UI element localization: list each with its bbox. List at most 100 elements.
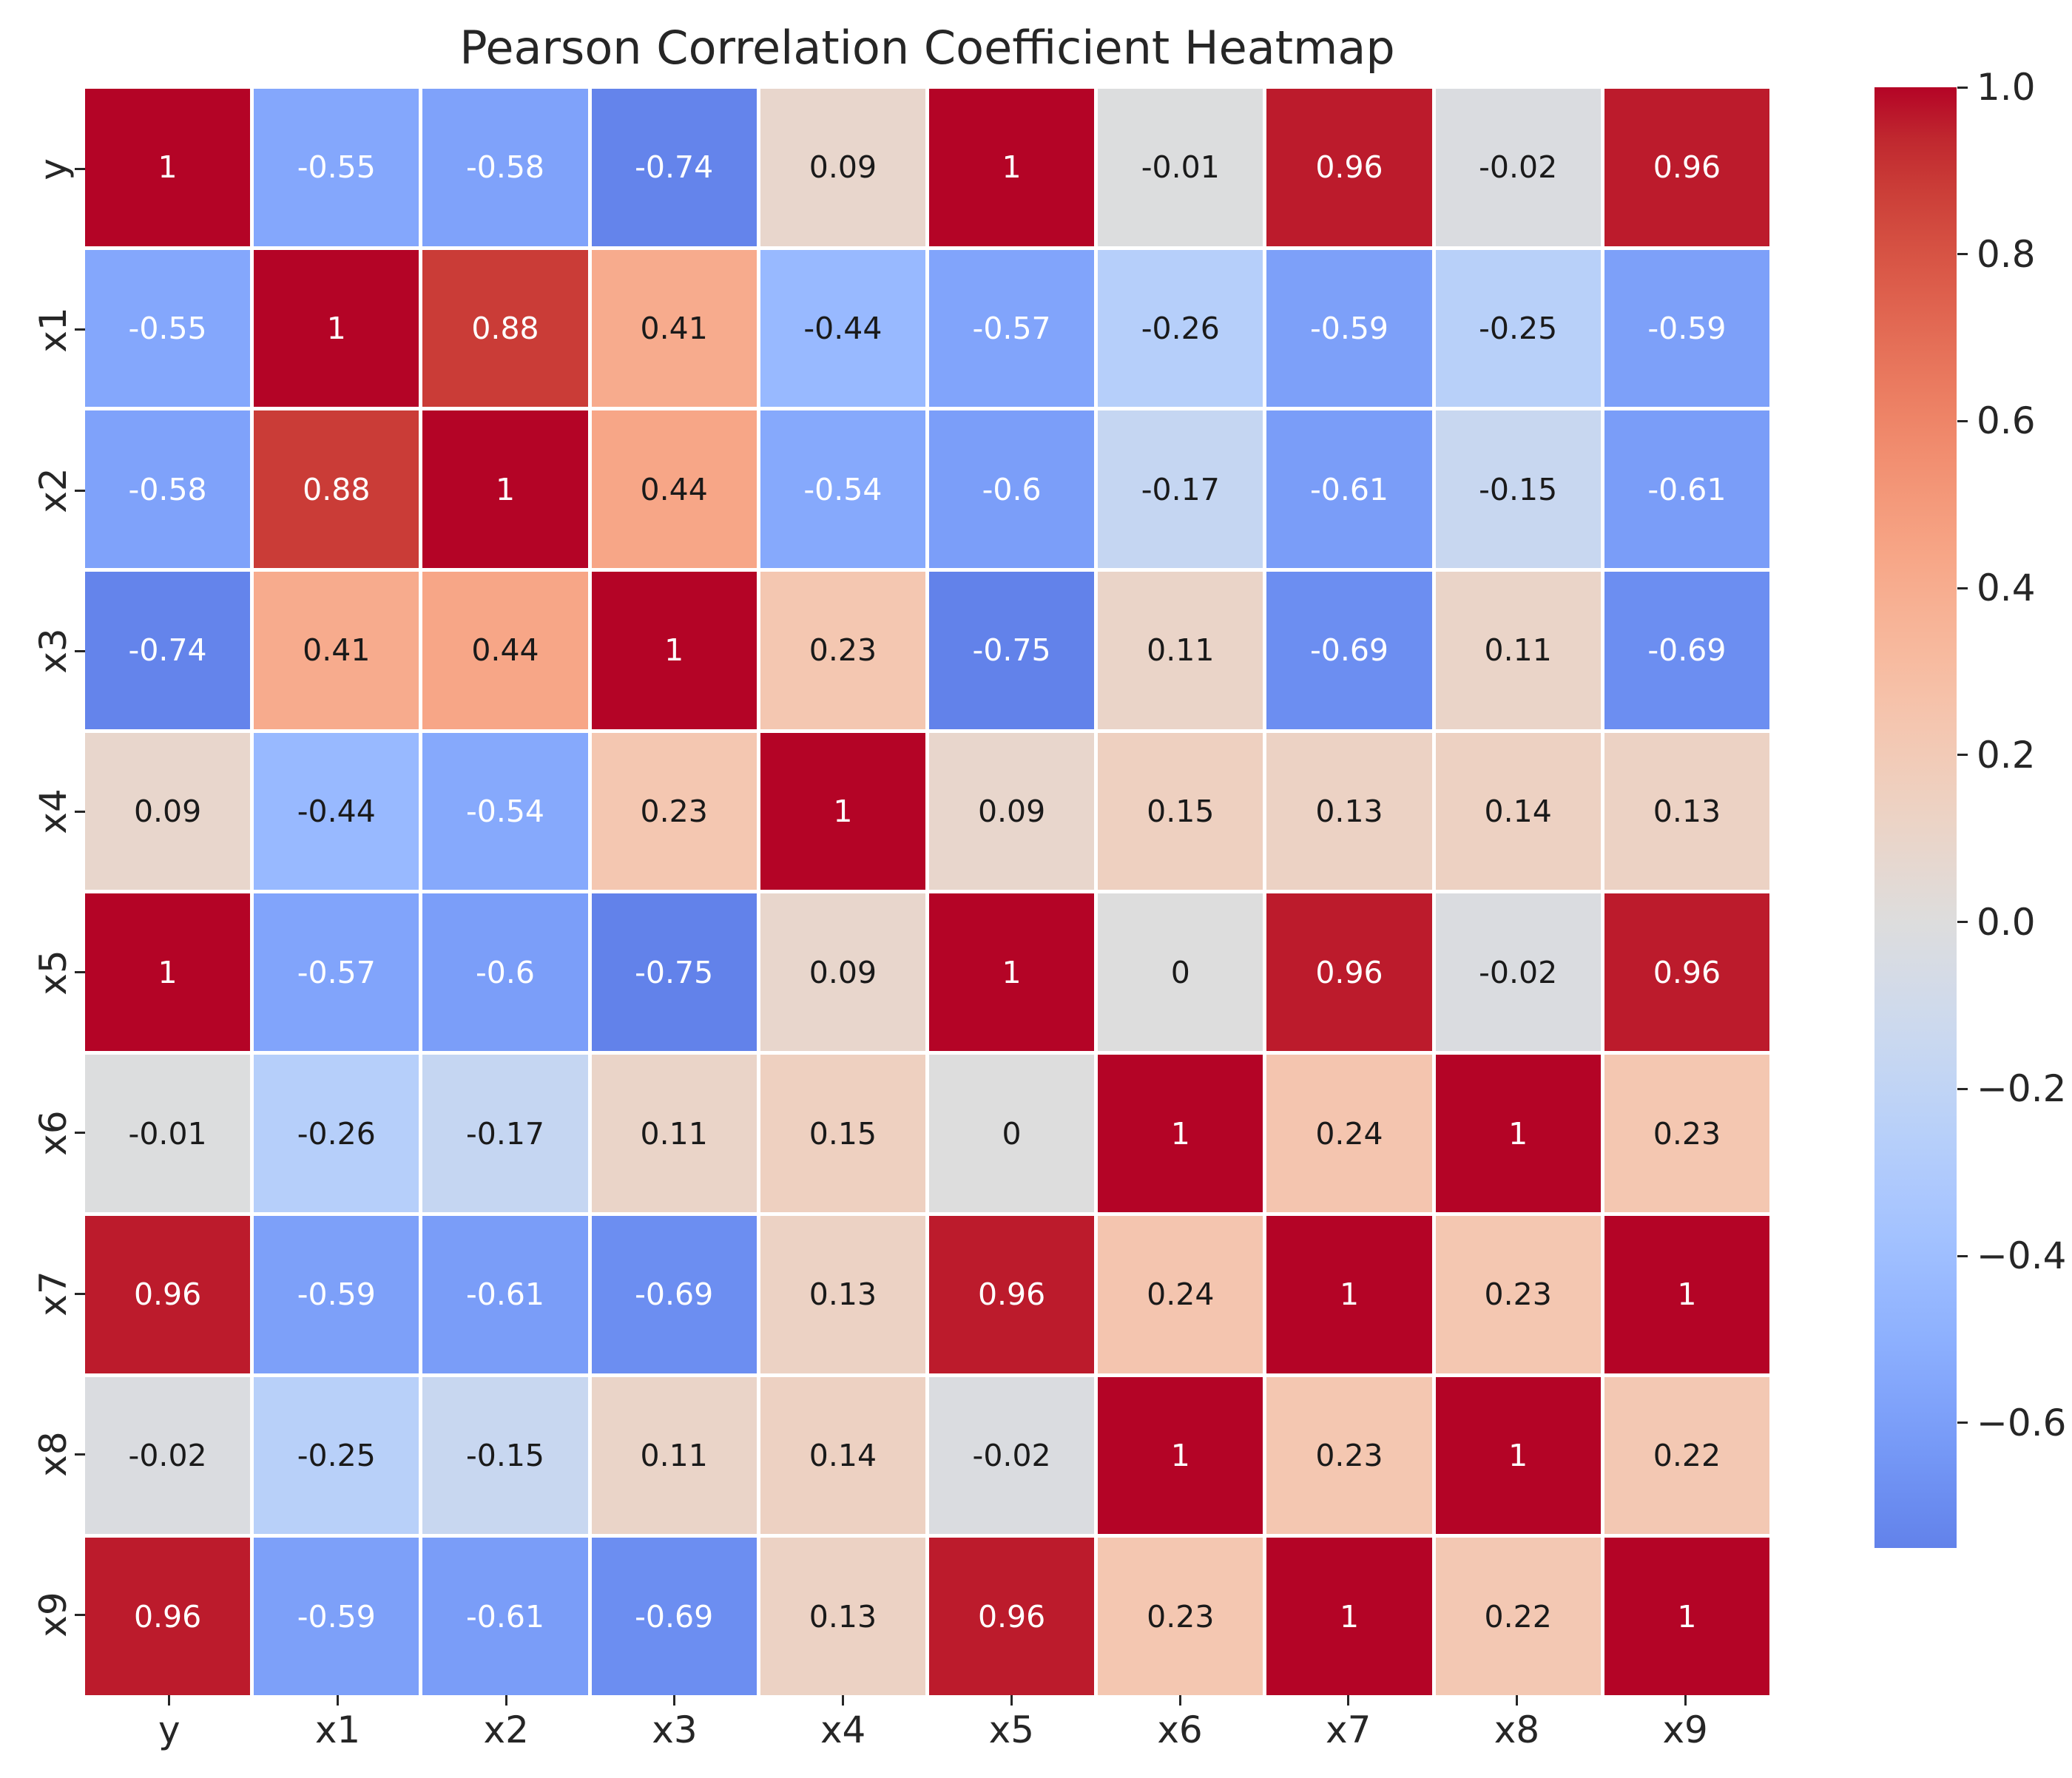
y-tick-label-x3: x3 [32, 628, 75, 674]
y-tick-label-x5: x5 [32, 949, 75, 996]
cell-value: 0.15 [809, 1115, 877, 1152]
cell-value: 0.96 [1653, 149, 1721, 186]
heatmap-cell-x2-x4: -0.54 [760, 410, 925, 569]
heatmap-cell-x1-x6: -0.26 [1098, 249, 1263, 408]
y-tick-label-x7: x7 [32, 1271, 75, 1316]
heatmap-cell-x3-x5: -0.75 [928, 572, 1095, 729]
cell-value: 0.88 [303, 471, 371, 507]
heatmap-cell-x9-x7: 1 [1266, 1538, 1432, 1695]
heatmap-cell-y-x6: -0.01 [1098, 89, 1263, 246]
heatmap-cell-x4-x6: 0.15 [1098, 732, 1263, 890]
cell-value: 0.13 [1653, 794, 1721, 830]
heatmap-cell-x2-x7: -0.61 [1266, 410, 1432, 569]
cell-value: 0.88 [471, 311, 539, 347]
y-tick-label-x4: x4 [32, 788, 75, 835]
heatmap-cell-x4-x5: 0.09 [928, 732, 1095, 890]
x-tick-label-x7: x7 [1326, 1708, 1371, 1751]
colorbar-tick-label-−0.6: −0.6 [1977, 1401, 2067, 1444]
heatmap-cell-x6-x7: 0.24 [1266, 1055, 1432, 1212]
cell-value: 0.23 [1315, 1437, 1383, 1473]
heatmap-cell-x7-x2: -0.61 [422, 1215, 588, 1373]
colorbar-tick-label-0.8: 0.8 [1977, 232, 2036, 276]
cell-value: 1 [1170, 1115, 1190, 1152]
heatmap-cell-x6-x1: -0.26 [254, 1055, 419, 1212]
cell-value: 0.44 [471, 632, 539, 669]
cell-value: 0.22 [1653, 1437, 1721, 1473]
y-tick-label-x2: x2 [32, 467, 75, 513]
chart-title: Pearson Correlation Coefficient Heatmap [459, 21, 1395, 75]
cell-value: -0.69 [635, 1598, 714, 1635]
heatmap-cell-x1-x7: -0.59 [1266, 249, 1432, 408]
x-axis-tick [168, 1695, 171, 1706]
cell-value: 1 [1339, 1598, 1360, 1635]
heatmap-cell-x4-x2: -0.54 [422, 732, 588, 890]
heatmap-cell-x5-x6: 0 [1098, 893, 1263, 1052]
cell-value: -0.74 [635, 149, 714, 186]
heatmap-cell-y-x8: -0.02 [1435, 89, 1601, 246]
heatmap-cell-x7-x4: 0.13 [760, 1215, 925, 1373]
heatmap-cell-x6-x5: 0 [928, 1055, 1095, 1212]
cell-value: -0.59 [297, 1598, 376, 1635]
heatmap-cell-x4-x1: -0.44 [254, 732, 419, 890]
heatmap-cell-y-x5: 1 [928, 89, 1095, 246]
heatmap-cell-x7-x5: 0.96 [928, 1215, 1095, 1373]
cell-value: -0.17 [1141, 471, 1220, 507]
heatmap-cell-x5-x4: 0.09 [760, 893, 925, 1052]
cell-value: 0.23 [1147, 1598, 1215, 1635]
heatmap-cell-x1-x1: 1 [254, 249, 419, 408]
heatmap-cell-x9-x9: 1 [1604, 1538, 1769, 1695]
cell-value: 0.23 [1484, 1277, 1552, 1313]
heatmap-cell-x8-x6: 1 [1098, 1376, 1263, 1535]
x-tick-label-y: y [158, 1708, 180, 1751]
cell-value: 0.24 [1315, 1115, 1383, 1152]
cell-value: -0.57 [972, 311, 1051, 347]
cell-value: 0.13 [809, 1277, 877, 1313]
heatmap-cell-x3-x4: 0.23 [760, 572, 925, 729]
heatmap-cell-x9-y: 0.96 [85, 1538, 251, 1695]
cell-value: 0.13 [1315, 794, 1383, 830]
cell-value: 0.41 [303, 632, 371, 669]
x-axis-tick [673, 1695, 676, 1706]
heatmap-cell-x8-x4: 0.14 [760, 1376, 925, 1535]
heatmap-cell-x3-x8: 0.11 [1435, 572, 1601, 729]
colorbar-tick [1957, 253, 1968, 256]
cell-value: -0.61 [1309, 471, 1389, 507]
cell-value: -0.01 [128, 1115, 207, 1152]
cell-value: 1 [1170, 1437, 1190, 1473]
heatmap-cell-x6-y: -0.01 [85, 1055, 251, 1212]
heatmap-cell-x2-y: -0.58 [85, 410, 251, 569]
heatmap-cell-x7-x6: 0.24 [1098, 1215, 1263, 1373]
cell-value: 1 [1002, 149, 1022, 186]
x-tick-label-x5: x5 [988, 1708, 1035, 1751]
cell-value: -0.58 [465, 149, 545, 186]
colorbar-tick-label-−0.2: −0.2 [1977, 1067, 2067, 1111]
cell-value: -0.02 [1479, 149, 1558, 186]
heatmap-cell-x3-x1: 0.41 [254, 572, 419, 729]
y-tick-label-x8: x8 [32, 1431, 75, 1477]
cell-value: 0.11 [1147, 632, 1215, 669]
heatmap-cell-x7-x3: -0.69 [591, 1215, 757, 1373]
heatmap-cell-x8-x2: -0.15 [422, 1376, 588, 1535]
colorbar-tick-label-0.4: 0.4 [1977, 567, 2036, 610]
heatmap-cell-x1-x9: -0.59 [1604, 249, 1769, 408]
cell-value: -0.02 [1479, 954, 1558, 990]
cell-value: -0.15 [1479, 471, 1558, 507]
cell-value: -0.74 [128, 632, 207, 669]
cell-value: 0.23 [1653, 1115, 1721, 1152]
y-axis-tick [75, 168, 85, 171]
y-axis-tick [75, 489, 85, 492]
cell-value: 1 [495, 471, 516, 507]
heatmap-cell-y-y: 1 [85, 89, 251, 246]
heatmap-cell-x2-x1: 0.88 [254, 410, 419, 569]
y-tick-label-x6: x6 [32, 1110, 75, 1156]
heatmap-cell-x9-x6: 0.23 [1098, 1538, 1263, 1695]
heatmap-cell-x6-x8: 1 [1435, 1055, 1601, 1212]
heatmap-cell-x6-x3: 0.11 [591, 1055, 757, 1212]
heatmap-cell-y-x2: -0.58 [422, 89, 588, 246]
heatmap-cell-x2-x5: -0.6 [928, 410, 1095, 569]
cell-value: 0.11 [640, 1115, 708, 1152]
cell-value: 0.23 [640, 794, 708, 830]
cell-value: -0.69 [1647, 632, 1727, 669]
x-axis-tick [1347, 1695, 1350, 1706]
